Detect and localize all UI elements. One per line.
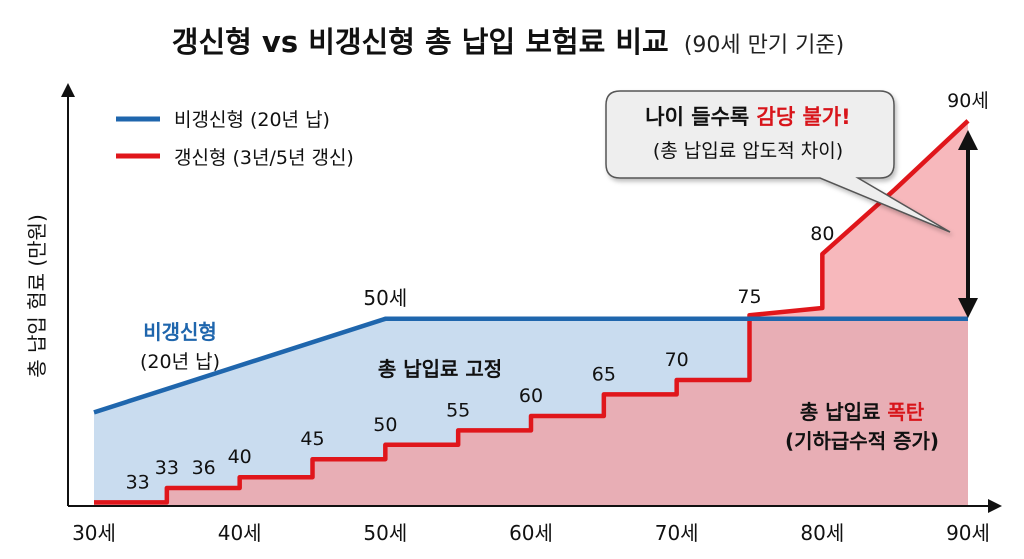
callout-line1: 나이 들수록 감당 불가!	[645, 105, 850, 129]
renewable-point-label: 65	[592, 363, 616, 385]
non-renewable-line	[93, 316, 968, 415]
renewable-point-label: 36	[192, 457, 216, 479]
renewable-area-high	[749, 120, 968, 319]
x-tick-label: 70세	[655, 521, 699, 545]
x-tick-label: 30세	[72, 521, 116, 545]
x-tick-label: 40세	[218, 521, 262, 545]
renewable-point-label: 50	[373, 414, 397, 436]
renewable-point-label: 40	[228, 446, 252, 468]
explode-label-line1: 총 납입료 폭탄	[800, 400, 925, 424]
renewable-point-label: 70	[665, 349, 689, 371]
renewable-point-label: 33	[155, 457, 179, 479]
explode-label-a: 총 납입료	[800, 400, 888, 424]
legend-label-non-renewable: 비갱신형 (20년 납)	[174, 109, 330, 131]
point-labels: 3333364045505560657075808590세50세	[126, 90, 989, 494]
renewable-point-label: 90세	[947, 90, 989, 112]
chart-subtitle: (90세 만기 기준)	[684, 33, 844, 58]
chart-title: 갱신형 vs 비갱신형 총 납입 보험료 비교 (90세 만기 기준)	[172, 25, 844, 59]
renewable-area-low	[94, 120, 968, 507]
callout-shape	[605, 90, 951, 233]
callout-line1-a: 나이 들수록	[645, 105, 756, 129]
callout-line2: (총 납입료 압도적 차이)	[653, 140, 843, 162]
y-axis-label: 총 납입 험료 (만원)	[25, 214, 49, 377]
nonrenew-label-line1: 비갱신형	[143, 320, 217, 344]
explode-label-line2: (기하급수적 증가)	[785, 429, 939, 453]
renewable-point-label: 75	[737, 286, 761, 308]
x-tick-label: 50세	[363, 521, 407, 545]
x-tick-label: 60세	[509, 521, 553, 545]
chart-title-main: 갱신형 vs 비갱신형 총 납입 보험료 비교	[172, 25, 669, 59]
renewable-point-label: 80	[810, 223, 834, 245]
x-tick-label: 90세	[946, 521, 990, 545]
callout-bubble	[605, 90, 951, 233]
renewable-point-label: 55	[446, 399, 470, 421]
nonrenew-label-line2: (20년 납)	[140, 351, 220, 373]
legend-label-renewable: 갱신형 (3년/5년 갱신)	[174, 147, 354, 169]
explode-label-b: 폭탄	[887, 400, 924, 424]
x-tick-labels: 30세 40세 50세 60세 70세 80세 90세	[72, 521, 990, 545]
fixed-premium-label: 총 납입료 고정	[378, 357, 502, 381]
renewable-point-label: 33	[126, 471, 150, 493]
non-renewable-point-label: 50세	[363, 286, 407, 310]
renewable-line	[94, 119, 970, 505]
legend: 비갱신형 (20년 납) 갱신형 (3년/5년 갱신)	[116, 109, 354, 169]
renewable-point-label: 45	[300, 428, 324, 450]
callout-line1-b: 감당 불가!	[757, 105, 851, 129]
renewable-point-label: 60	[519, 385, 543, 407]
x-tick-label: 80세	[800, 521, 844, 545]
